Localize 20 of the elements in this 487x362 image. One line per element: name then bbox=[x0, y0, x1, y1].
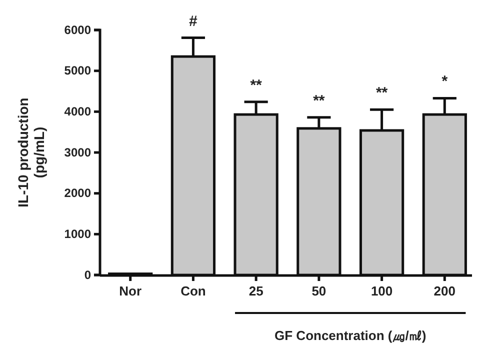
x-tick-label: 50 bbox=[312, 284, 326, 299]
annotation: * bbox=[442, 73, 448, 90]
x-tick-label: 100 bbox=[370, 284, 393, 299]
x-tick-label: Nor bbox=[119, 284, 142, 299]
annotation: ** bbox=[313, 92, 325, 110]
x-tick-label: 200 bbox=[434, 284, 456, 299]
y-tick-label: 6000 bbox=[64, 22, 92, 37]
y-tick-label: 2000 bbox=[64, 186, 92, 200]
x-tick-label: 25 bbox=[248, 284, 264, 299]
y-tick-label: 1000 bbox=[64, 227, 92, 242]
y-tick-label: 0 bbox=[84, 268, 92, 282]
annotation: ** bbox=[250, 76, 262, 94]
y-tick-label: 3000 bbox=[64, 145, 92, 160]
x-tick-label: Con bbox=[180, 284, 206, 299]
annotation: ** bbox=[376, 84, 388, 102]
x-axis-title: GF Concentration (㎍/㎖) bbox=[274, 328, 426, 343]
annotation: # bbox=[189, 12, 198, 30]
y-tick-label: 4000 bbox=[64, 104, 92, 119]
y-axis-title: IL-10 production (pg/mL) bbox=[15, 98, 48, 208]
y-tick-label: 5000 bbox=[64, 64, 92, 78]
